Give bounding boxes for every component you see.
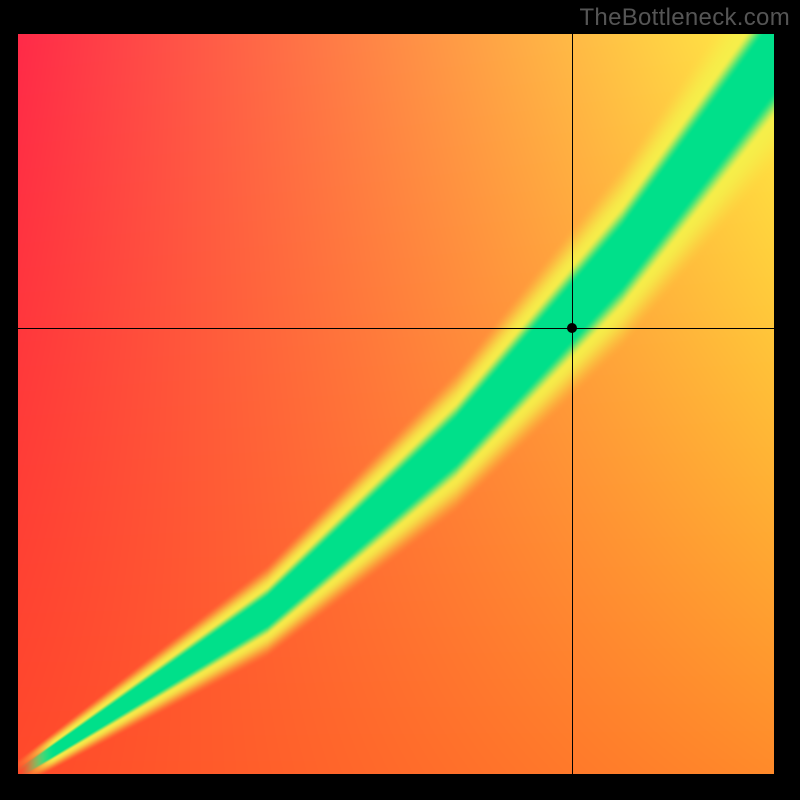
heatmap-canvas bbox=[18, 34, 774, 774]
chart-container: TheBottleneck.com bbox=[0, 0, 800, 800]
crosshair-marker bbox=[567, 323, 577, 333]
crosshair-vertical-line bbox=[572, 34, 573, 774]
crosshair-horizontal-line bbox=[18, 328, 774, 329]
watermark-label: TheBottleneck.com bbox=[579, 4, 790, 32]
